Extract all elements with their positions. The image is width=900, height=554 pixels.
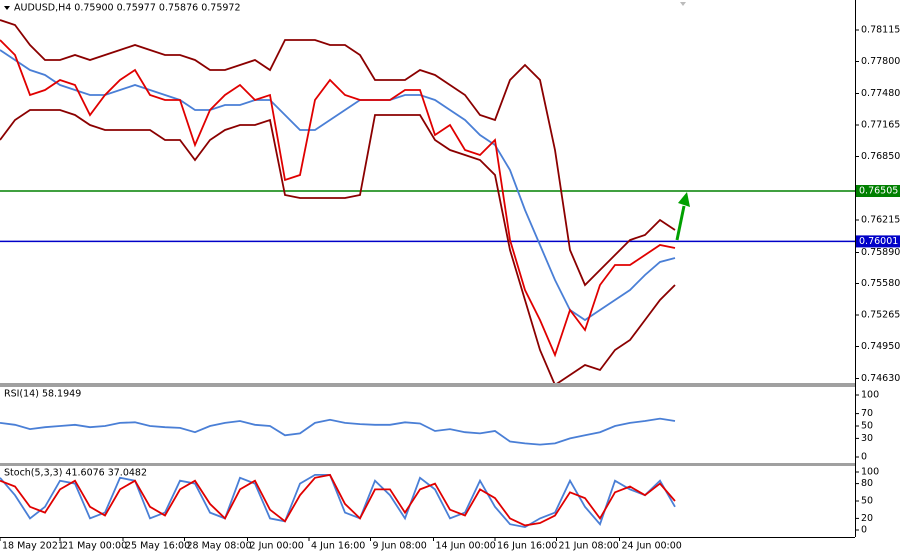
y-tick-label: 50 [861, 496, 873, 507]
y-tick-label: 50 [861, 421, 873, 432]
pane-title: RSI(14) 58.1949 [4, 389, 81, 400]
series-line [0, 39, 676, 358]
series-line [0, 473, 676, 527]
y-tick-label: 0.77165 [861, 120, 900, 131]
level-label-box [856, 185, 900, 197]
scroll-marker [680, 2, 686, 6]
arrow-shaft [675, 205, 686, 241]
series-line [0, 49, 676, 322]
y-tick-label: 80 [861, 478, 873, 489]
menu-triangle[interactable] [4, 6, 10, 10]
series-line [0, 109, 676, 383]
y-tick-label: 0.74630 [861, 373, 900, 384]
x-tick-label: 24 Jun 00:00 [622, 541, 682, 552]
x-tick-label: 16 Jun 16:00 [497, 541, 557, 552]
y-tick-label: 100 [861, 390, 879, 401]
y-tick-label: 0.77800 [861, 56, 900, 67]
y-tick-label: 0.75265 [861, 310, 900, 321]
pane-separator [0, 463, 855, 466]
pane-title: Stoch(5,3,3) 41.6076 37.0482 [4, 468, 147, 479]
x-tick-label: 14 Jun 00:00 [436, 541, 496, 552]
arrow-head [678, 192, 690, 207]
y-tick-label: 0.75890 [861, 247, 900, 258]
y-tick-label: 0.74950 [861, 341, 900, 352]
y-tick-label: 0.76215 [861, 215, 900, 226]
x-tick-label: 4 Jun 16:00 [311, 541, 365, 552]
x-tick-label: 21 Jun 08:00 [559, 541, 619, 552]
series-line [0, 474, 676, 529]
x-tick-label: 21 May 00:00 [62, 541, 127, 552]
level-label: 0.76001 [859, 236, 898, 247]
y-tick-label: 0 [861, 525, 867, 536]
pane-title: AUDUSD,H4 0.75900 0.75977 0.75876 0.7597… [14, 3, 241, 14]
series-line [0, 19, 676, 287]
y-tick-label: 20 [861, 513, 873, 524]
y-tick-label: 30 [861, 433, 873, 444]
y-tick-label: 0 [861, 452, 867, 463]
x-tick-label: 25 May 16:00 [125, 541, 190, 552]
series-line [0, 417, 676, 446]
level-label-box [856, 235, 900, 248]
x-tick-label: 2 Jun 00:00 [250, 541, 304, 552]
y-tick-label: 0.76850 [861, 151, 900, 162]
x-tick-label: 28 May 08:00 [187, 541, 252, 552]
x-tick-label: 9 Jun 08:00 [373, 541, 427, 552]
y-tick-label: 0.77480 [861, 88, 900, 99]
y-tick-label: 70 [861, 408, 873, 419]
pane-separator [0, 383, 855, 387]
y-tick-label: 0.78115 [861, 25, 900, 36]
x-tick-label: 18 May 2021 [2, 541, 64, 552]
y-tick-label: 0.75580 [861, 278, 900, 289]
level-label: 0.76505 [859, 186, 898, 197]
y-tick-label: 100 [861, 467, 879, 478]
